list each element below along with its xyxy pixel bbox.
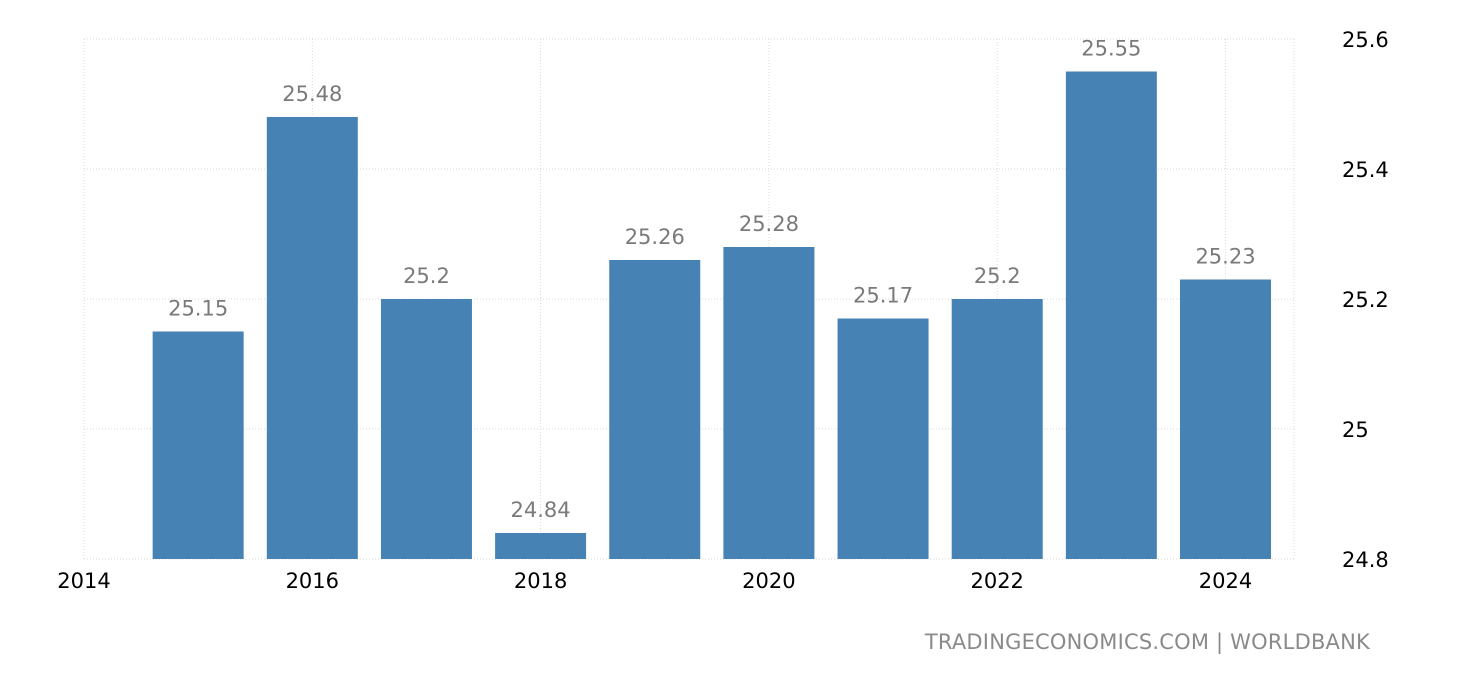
value-label-2021: 25.17: [853, 284, 913, 308]
x-tick-label: 2016: [286, 569, 339, 593]
x-tick-label: 2024: [1199, 569, 1252, 593]
y-tick-label: 25: [1342, 418, 1369, 442]
value-label-2024: 25.23: [1195, 245, 1255, 269]
bar-2024: [1180, 279, 1272, 559]
value-label-2015: 25.15: [168, 297, 228, 321]
value-label-2016: 25.48: [282, 82, 342, 106]
x-tick-label: 2018: [514, 569, 567, 593]
source-credit: TRADINGECONOMICS.COM | WORLDBANK: [924, 630, 1370, 654]
x-axis-ticks: 2014 2016 2018 2020 2022 2024: [57, 569, 1252, 593]
bar-2022: [951, 299, 1043, 559]
bar-2015: [152, 331, 244, 559]
bar-2016: [266, 117, 358, 559]
value-label-2019: 25.26: [625, 225, 685, 249]
y-tick-label: 25.6: [1342, 28, 1389, 52]
y-tick-label: 25.2: [1342, 288, 1389, 312]
bar-2023: [1065, 71, 1157, 559]
x-tick-label: 2022: [970, 569, 1023, 593]
bar-2021: [837, 318, 929, 559]
value-label-2023: 25.55: [1081, 37, 1141, 61]
x-tick-label: 2020: [742, 569, 795, 593]
bar-2020: [723, 247, 815, 559]
bar-2018: [495, 533, 587, 559]
value-label-2017: 25.2: [403, 264, 450, 288]
value-labels: 25.15 25.48 25.2 24.84 25.26 25.28 25.17 25.2 25…: [168, 37, 1255, 523]
bar-2017: [380, 299, 472, 559]
value-label-2020: 25.28: [739, 212, 799, 236]
value-label-2022: 25.2: [974, 264, 1021, 288]
value-label-2018: 24.84: [511, 498, 571, 522]
y-axis-ticks: 24.8 25 25.2 25.4 25.6: [1342, 28, 1389, 572]
y-tick-label: 25.4: [1342, 158, 1389, 182]
bar-2019: [609, 260, 701, 559]
y-tick-label: 24.8: [1342, 548, 1389, 572]
bars: [152, 71, 1272, 559]
x-tick-label: 2014: [57, 569, 110, 593]
